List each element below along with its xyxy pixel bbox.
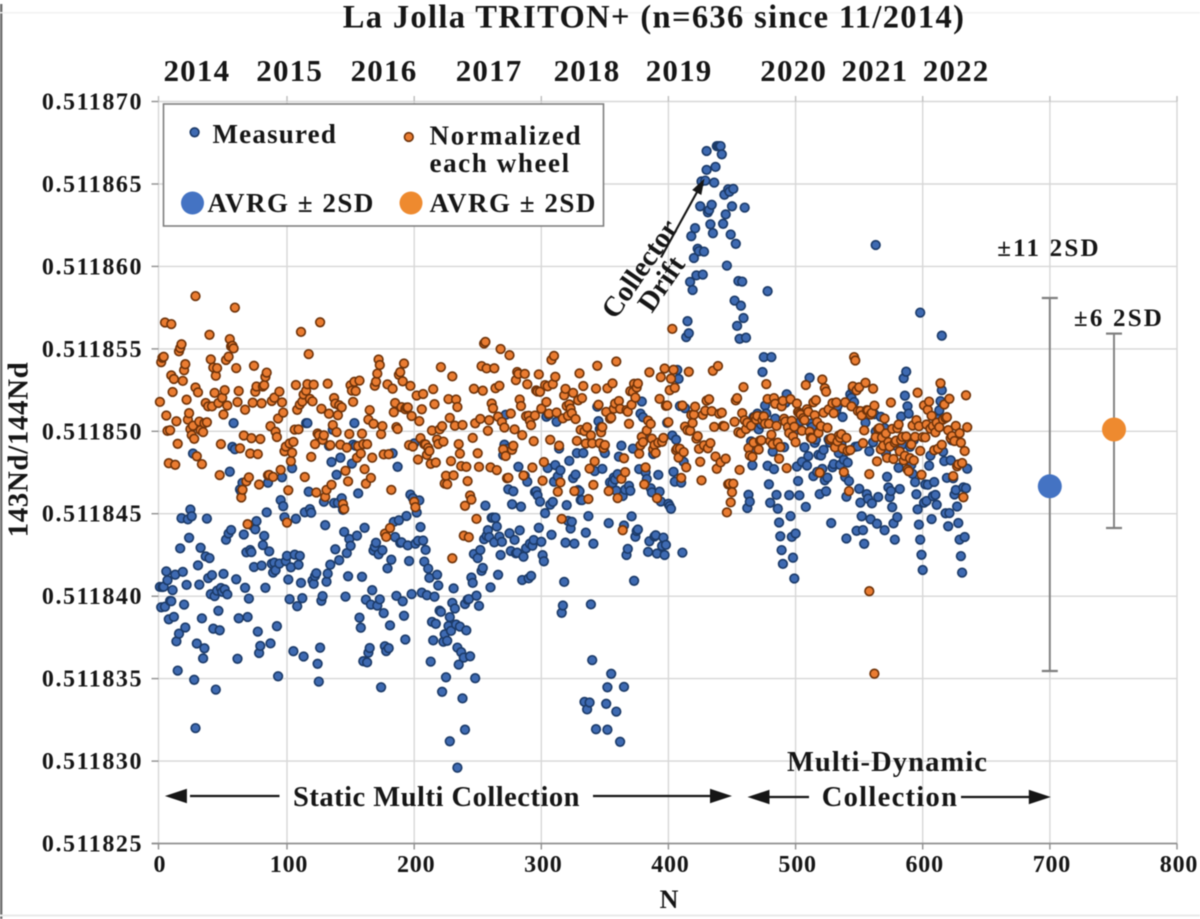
svg-text:2020: 2020 — [760, 53, 827, 88]
svg-text:Static Multi Collection: Static Multi Collection — [293, 782, 580, 813]
svg-text:2019: 2019 — [646, 53, 713, 88]
svg-text:100: 100 — [270, 852, 308, 878]
svg-text:each wheel: each wheel — [430, 148, 571, 178]
svg-text:Normalized: Normalized — [430, 121, 583, 151]
svg-text:2014: 2014 — [163, 53, 230, 88]
svg-text:0.511865: 0.511865 — [42, 172, 143, 198]
svg-text:143Nd/144Nd: 143Nd/144Nd — [3, 362, 35, 538]
svg-text:0.511855: 0.511855 — [42, 337, 143, 363]
svg-text:0.511825: 0.511825 — [42, 832, 143, 858]
svg-text:2015: 2015 — [256, 53, 323, 88]
svg-text:400: 400 — [651, 852, 689, 878]
svg-text:0: 0 — [153, 852, 166, 878]
svg-text:N: N — [660, 885, 679, 914]
svg-text:0.511860: 0.511860 — [42, 254, 143, 280]
svg-text:2016: 2016 — [351, 53, 418, 88]
svg-text:AVRG ± 2SD: AVRG ± 2SD — [208, 188, 375, 218]
svg-text:0.511850: 0.511850 — [42, 419, 143, 445]
svg-text:0.511870: 0.511870 — [42, 90, 143, 116]
svg-text:AVRG ± 2SD: AVRG ± 2SD — [430, 188, 597, 218]
svg-text:±6 2SD: ±6 2SD — [1074, 305, 1164, 332]
svg-text:2021: 2021 — [841, 53, 908, 88]
svg-text:200: 200 — [397, 852, 435, 878]
svg-text:0.511840: 0.511840 — [42, 584, 143, 610]
svg-text:Multi-Dynamic: Multi-Dynamic — [787, 747, 988, 778]
svg-text:±11 2SD: ±11 2SD — [997, 235, 1100, 262]
svg-text:2017: 2017 — [456, 53, 523, 88]
svg-text:2022: 2022 — [923, 53, 990, 88]
svg-text:600: 600 — [905, 852, 943, 878]
svg-text:300: 300 — [524, 852, 562, 878]
svg-text:0.511845: 0.511845 — [42, 502, 143, 528]
svg-text:500: 500 — [778, 852, 816, 878]
svg-text:Measured: Measured — [213, 119, 338, 149]
svg-text:2018: 2018 — [554, 53, 621, 88]
svg-text:700: 700 — [1033, 852, 1071, 878]
svg-text:0.511835: 0.511835 — [42, 667, 143, 693]
svg-text:0.511830: 0.511830 — [42, 749, 143, 775]
svg-text:800: 800 — [1160, 852, 1198, 878]
svg-text:Collection: Collection — [822, 782, 958, 813]
svg-text:La Jolla TRITON+ (n=636 since: La Jolla TRITON+ (n=636 since 11/2014) — [343, 0, 966, 36]
